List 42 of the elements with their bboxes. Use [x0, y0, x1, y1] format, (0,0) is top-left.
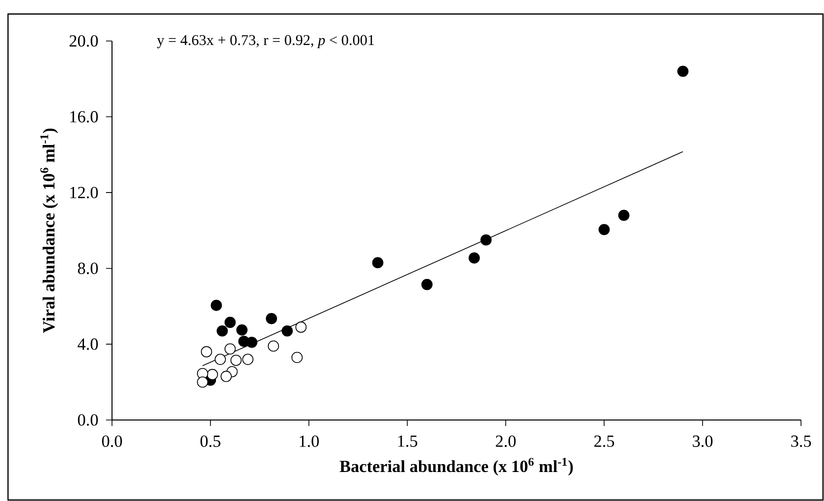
point: [210, 300, 222, 311]
point: [282, 325, 293, 337]
x-tick-label: 3.5: [791, 436, 811, 447]
y-axis-title: Viral abundance (x 10$^{6}$ ml$^{-1}$): [40, 128, 58, 333]
point: [236, 324, 248, 336]
point: [224, 343, 236, 355]
point: [598, 224, 610, 236]
x-tick-label: 2.0: [496, 436, 516, 448]
point: [230, 354, 242, 366]
x-tick-label: 0.0: [102, 436, 122, 448]
y-tick-label: 20.0: [70, 35, 98, 47]
point: [480, 234, 492, 246]
x-tick-label: 1.5: [398, 436, 418, 447]
y-tick-label: 0.0: [78, 414, 98, 426]
point: [196, 376, 208, 388]
point: [372, 257, 384, 268]
point: [200, 346, 212, 358]
point: [268, 340, 280, 352]
x-tick-label: 0.5: [200, 436, 220, 448]
point: [295, 322, 307, 333]
x-tick-label: 2.5: [594, 436, 614, 447]
point: [291, 352, 303, 364]
point: [421, 278, 433, 290]
x-tick-label: 1.0: [300, 436, 319, 448]
point: [216, 325, 228, 337]
annotation: y = 4.63x + 0.73, r = 0.92, p < 0.001: [157, 35, 374, 48]
point: [242, 354, 254, 365]
point: [220, 370, 232, 382]
point: [468, 252, 480, 264]
point: [238, 336, 250, 347]
point: [214, 354, 226, 365]
y-tick-label: 12.0: [70, 186, 98, 198]
y-tick-label: 8.0: [78, 262, 98, 274]
point: [266, 313, 278, 324]
point: [618, 210, 630, 221]
point: [224, 316, 236, 328]
x-tick-label: 3.0: [692, 436, 713, 448]
x-axis-title: Bacterial abundance (x 10$^{6}$ ml$^{-1}$): [340, 458, 573, 476]
point: [677, 66, 688, 77]
y-tick-label: 4.0: [78, 338, 98, 350]
y-tick-label: 16.0: [70, 111, 98, 123]
point: [206, 368, 218, 380]
